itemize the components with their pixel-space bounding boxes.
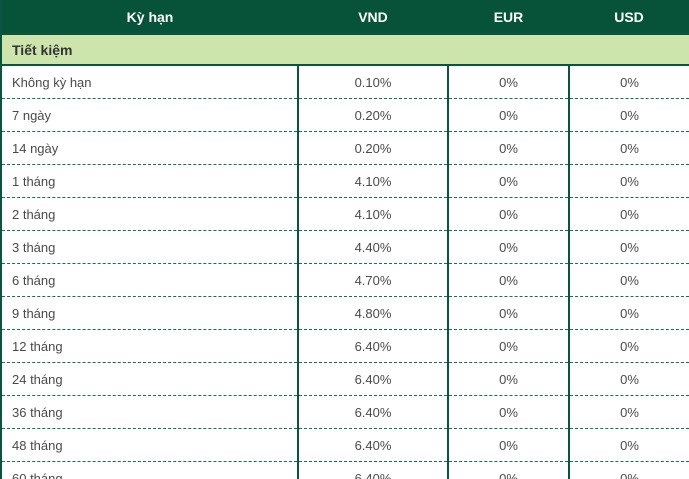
usd-rate-cell: 0% xyxy=(568,131,689,165)
eur-rate-cell: 0% xyxy=(447,98,569,132)
eur-rate-cell: 0% xyxy=(447,428,569,462)
usd-rate-cell: 0% xyxy=(568,329,689,363)
term-cell: 1 tháng xyxy=(1,164,298,198)
table-row: 48 tháng 6.40% 0% 0% xyxy=(1,428,689,462)
term-cell: 36 tháng xyxy=(1,395,298,429)
term-cell: 24 tháng xyxy=(1,362,298,396)
vnd-rate-cell: 4.10% xyxy=(297,164,448,198)
column-header-usd: USD xyxy=(569,0,689,34)
section-row: Tiết kiệm xyxy=(1,33,689,66)
term-cell: 48 tháng xyxy=(1,428,298,462)
vnd-rate-cell: 6.40% xyxy=(297,395,448,429)
term-cell: 14 ngày xyxy=(1,131,298,165)
vnd-rate-cell: 6.40% xyxy=(297,329,448,363)
table-row: 6 tháng 4.70% 0% 0% xyxy=(1,263,689,297)
usd-rate-cell: 0% xyxy=(568,263,689,297)
eur-rate-cell: 0% xyxy=(447,395,569,429)
vnd-rate-cell: 6.40% xyxy=(297,428,448,462)
table-row: 1 tháng 4.10% 0% 0% xyxy=(1,164,689,198)
eur-rate-cell: 0% xyxy=(447,296,569,330)
term-cell: Không kỳ hạn xyxy=(1,65,298,99)
usd-rate-cell: 0% xyxy=(568,395,689,429)
column-header-vnd: VND xyxy=(298,0,448,34)
eur-rate-cell: 0% xyxy=(447,65,569,99)
table-row: 7 ngày 0.20% 0% 0% xyxy=(1,98,689,132)
table-row: 14 ngày 0.20% 0% 0% xyxy=(1,131,689,165)
table-row: 36 tháng 6.40% 0% 0% xyxy=(1,395,689,429)
vnd-rate-cell: 4.80% xyxy=(297,296,448,330)
term-cell: 12 tháng xyxy=(1,329,298,363)
term-cell: 3 tháng xyxy=(1,230,298,264)
column-header-term: Kỳ hạn xyxy=(1,0,298,34)
eur-rate-cell: 0% xyxy=(447,164,569,198)
section-label: Tiết kiệm xyxy=(1,33,689,66)
term-cell: 2 tháng xyxy=(1,197,298,231)
usd-rate-cell: 0% xyxy=(568,296,689,330)
table-row: 24 tháng 6.40% 0% 0% xyxy=(1,362,689,396)
table-row: Không kỳ hạn 0.10% 0% 0% xyxy=(1,65,689,99)
term-cell: 6 tháng xyxy=(1,263,298,297)
eur-rate-cell: 0% xyxy=(447,131,569,165)
vnd-rate-cell: 4.70% xyxy=(297,263,448,297)
usd-rate-cell: 0% xyxy=(568,164,689,198)
table-row: 3 tháng 4.40% 0% 0% xyxy=(1,230,689,264)
usd-rate-cell: 0% xyxy=(568,197,689,231)
eur-rate-cell: 0% xyxy=(447,230,569,264)
eur-rate-cell: 0% xyxy=(447,263,569,297)
vnd-rate-cell: 0.20% xyxy=(297,98,448,132)
usd-rate-cell: 0% xyxy=(568,65,689,99)
table-row: 2 tháng 4.10% 0% 0% xyxy=(1,197,689,231)
table-row: 9 tháng 4.80% 0% 0% xyxy=(1,296,689,330)
table-row: 12 tháng 6.40% 0% 0% xyxy=(1,329,689,363)
usd-rate-cell: 0% xyxy=(568,461,689,479)
vnd-rate-cell: 0.10% xyxy=(297,65,448,99)
eur-rate-cell: 0% xyxy=(447,329,569,363)
eur-rate-cell: 0% xyxy=(447,362,569,396)
usd-rate-cell: 0% xyxy=(568,362,689,396)
usd-rate-cell: 0% xyxy=(568,230,689,264)
vnd-rate-cell: 4.10% xyxy=(297,197,448,231)
term-cell: 60 tháng xyxy=(1,461,298,479)
eur-rate-cell: 0% xyxy=(447,461,569,479)
usd-rate-cell: 0% xyxy=(568,428,689,462)
vnd-rate-cell: 6.40% xyxy=(297,461,448,479)
vnd-rate-cell: 6.40% xyxy=(297,362,448,396)
table-row: 60 tháng 6.40% 0% 0% xyxy=(1,461,689,479)
term-cell: 7 ngày xyxy=(1,98,298,132)
vnd-rate-cell: 0.20% xyxy=(297,131,448,165)
term-cell: 9 tháng xyxy=(1,296,298,330)
table-header-row: Kỳ hạn VND EUR USD xyxy=(1,0,689,34)
column-header-eur: EUR xyxy=(448,0,569,34)
eur-rate-cell: 0% xyxy=(447,197,569,231)
usd-rate-cell: 0% xyxy=(568,98,689,132)
vnd-rate-cell: 4.40% xyxy=(297,230,448,264)
